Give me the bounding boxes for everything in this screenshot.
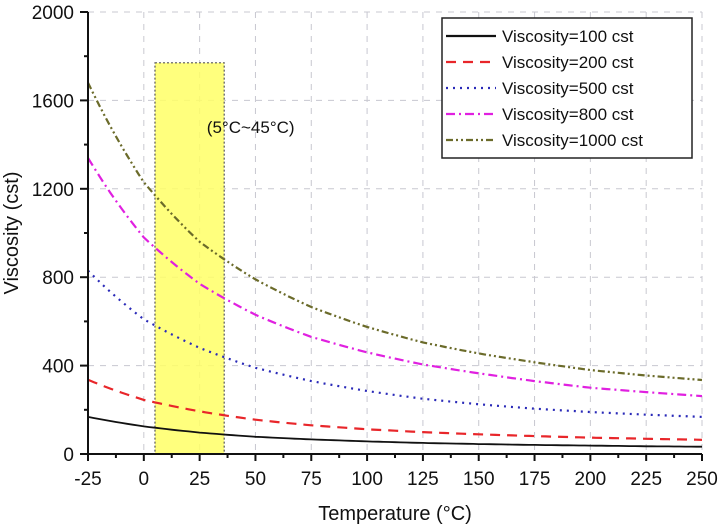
x-tick-label: 25 [189,469,210,490]
x-tick-label: 50 [245,469,266,490]
x-tick-label: 75 [301,469,322,490]
y-axis-title: Viscosity (cst) [1,172,23,295]
series-line-1 [87,416,702,448]
legend-label-4: Viscosity=800 cst [502,105,634,124]
y-tick-label: 1600 [32,91,74,112]
x-tick-label: -25 [74,469,101,490]
x-tick-label: 225 [630,469,662,490]
series-line-5 [87,82,703,382]
legend-label-1: Viscosity=100 cst [502,27,634,46]
legend-label-3: Viscosity=500 cst [502,79,634,98]
axes [80,11,703,461]
x-tick-label: 125 [407,469,439,490]
x-tick-label: 250 [686,469,718,490]
legend-label-5: Viscosity=1000 cst [502,131,643,150]
x-tick-label: 175 [519,469,551,490]
y-tick-label: 400 [42,357,74,378]
temperature-range-annotation: (5°C~45°C) [207,118,295,137]
x-axis-title: Temperature (°C) [318,503,472,525]
tick-labels: -25 0 25 50 75 100 125 150 175 200 225 250040080012… [32,3,718,490]
series-line-2 [87,378,703,441]
series-line-4 [87,157,703,398]
series-line-3 [87,269,703,418]
x-tick-label: 150 [463,469,495,490]
x-tick-label: 100 [351,469,383,490]
legend-label-2: Viscosity=200 cst [502,53,634,72]
series-lines [87,82,703,448]
y-tick-label: 1200 [32,180,74,201]
x-tick-label: 0 [139,469,150,490]
y-tick-label: 0 [63,445,74,466]
legend: Viscosity=100 cst Viscosity=200 cst Viscos… [441,17,693,159]
legend-box [441,17,693,159]
y-tick-label: 800 [42,268,74,289]
x-tick-label: 200 [575,469,607,490]
y-tick-label: 2000 [32,3,74,24]
